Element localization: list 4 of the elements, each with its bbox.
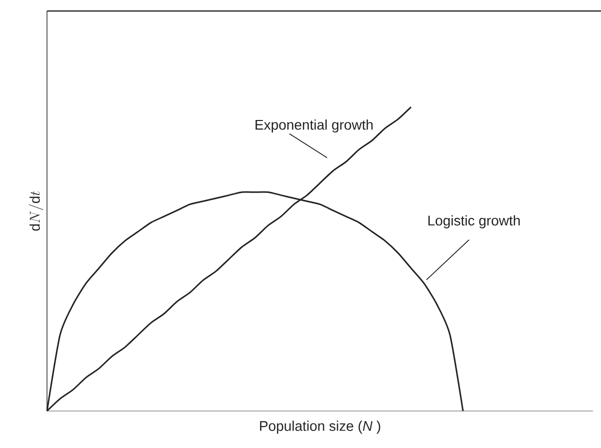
series-label: Exponential growth [256,119,373,133]
y-axis-title: $\mathrm{d}N/\mathrm{d}t$ [28,191,44,231]
x-axis-title: Population size (N ) [260,420,380,434]
text: Logistic growth [428,215,520,228]
